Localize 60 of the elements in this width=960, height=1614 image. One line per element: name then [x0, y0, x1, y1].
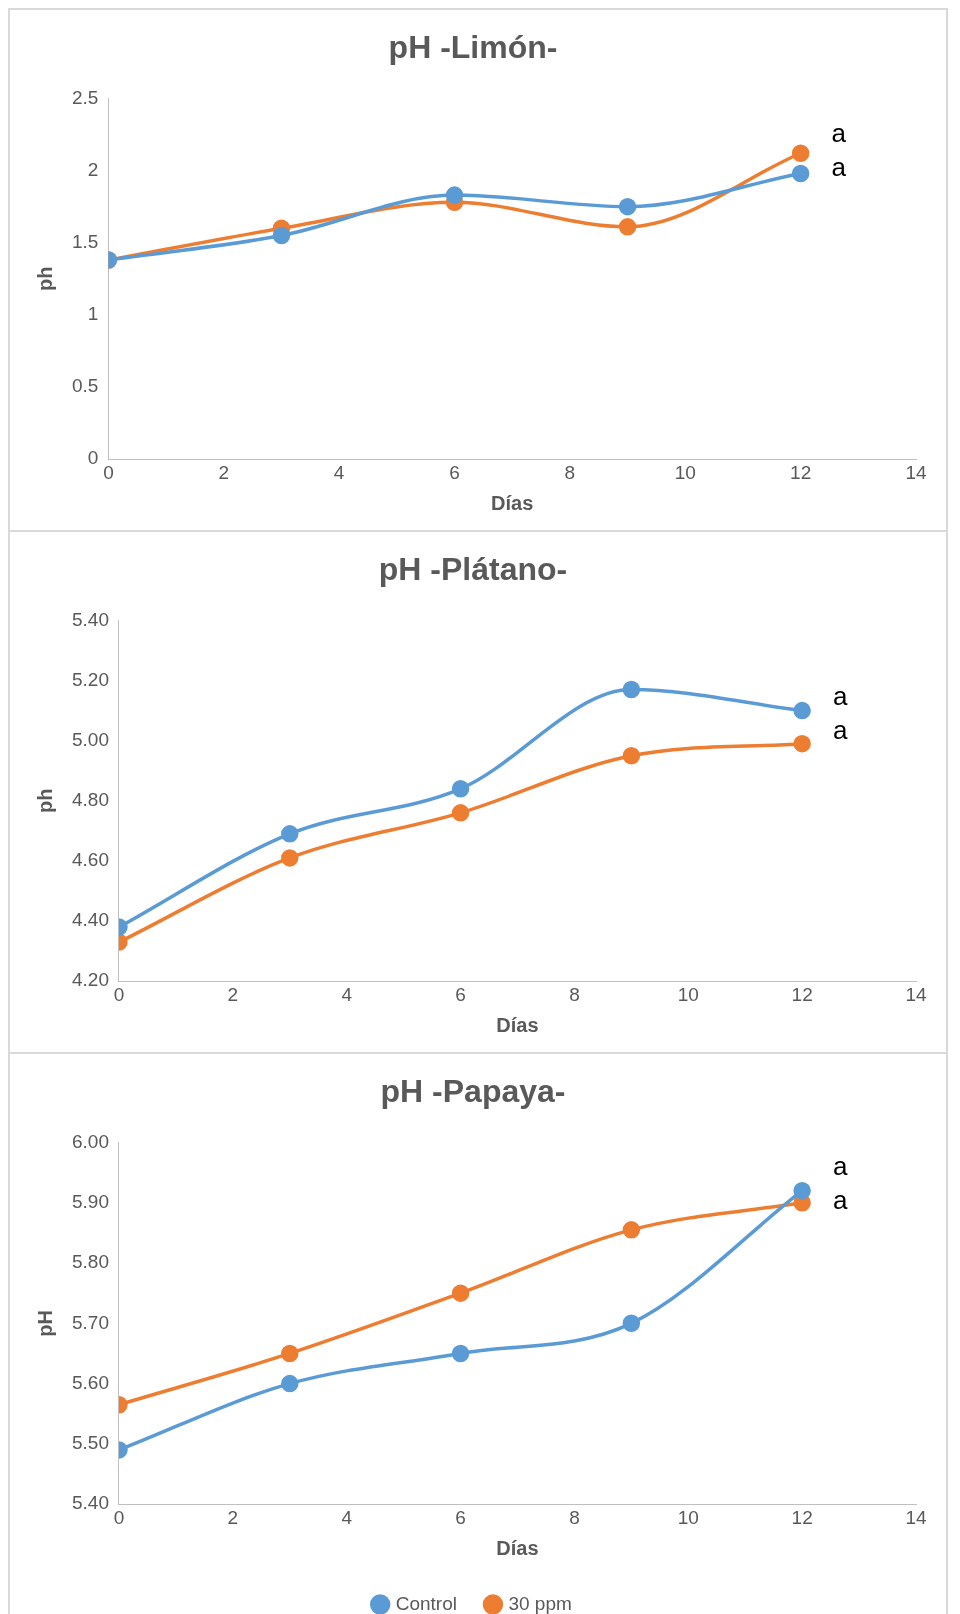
y-tick-label: 6.00: [72, 1130, 109, 1152]
chart-title: pH -Limón-: [388, 29, 558, 66]
chart-title: pH -Papaya-: [380, 1073, 566, 1110]
x-tick-label: 8: [569, 983, 580, 1005]
data-label: a: [832, 1150, 848, 1181]
y-tick-label: 5.40: [72, 608, 109, 630]
x-tick-label: 2: [227, 983, 239, 1005]
x-tick-label: 6: [455, 983, 466, 1005]
y-axis-title: ph: [33, 788, 56, 814]
y-tick-label: 5.90: [72, 1190, 109, 1212]
y-tick-label: 2.5: [71, 86, 99, 108]
x-axis-title: Días: [496, 1013, 539, 1036]
y-axis-title: pH: [33, 1309, 56, 1337]
y-tick-label: 0: [87, 447, 99, 469]
y-tick-label: 1.5: [71, 230, 99, 252]
x-tick-label: 12: [790, 461, 812, 483]
x-tick-label: 10: [677, 983, 699, 1005]
y-tick-label: 4.20: [72, 969, 109, 991]
y-tick-label: 5.20: [72, 668, 109, 690]
y-tick-label: 5.80: [72, 1251, 109, 1273]
x-tick-label: 14: [905, 1506, 927, 1528]
x-tick-label: 8: [564, 461, 576, 483]
x-tick-label: 6: [449, 461, 460, 483]
data-label: a: [832, 1184, 848, 1215]
y-tick-label: 4.60: [72, 849, 109, 871]
y-tick-label: 5.40: [72, 1492, 109, 1514]
x-tick-label: 12: [791, 983, 813, 1005]
legend-label: Control: [395, 1592, 457, 1614]
y-tick-label: 5.60: [72, 1371, 109, 1393]
data-label: a: [831, 117, 847, 148]
y-tick-label: 5.50: [72, 1432, 109, 1454]
y-axis-title: ph: [33, 266, 56, 292]
x-tick-label: 8: [569, 1506, 580, 1528]
y-tick-label: 5.70: [72, 1311, 109, 1333]
x-tick-label: 6: [455, 1506, 466, 1528]
x-axis-title: Días: [491, 491, 534, 514]
x-axis-title: Días: [496, 1536, 539, 1559]
data-label: a: [832, 715, 848, 746]
x-tick-label: 2: [227, 1506, 239, 1528]
x-tick-label: 2: [218, 461, 230, 483]
x-tick-label: 12: [791, 1506, 813, 1528]
x-tick-label: 14: [905, 461, 927, 483]
legend-label: 30 ppm: [508, 1592, 572, 1614]
x-tick-label: 4: [341, 1506, 353, 1528]
x-tick-label: 10: [677, 1506, 699, 1528]
x-tick-label: 4: [333, 461, 345, 483]
x-tick-label: 4: [341, 983, 353, 1005]
y-tick-label: 5.00: [72, 728, 109, 750]
chart-title: pH -Plátano-: [378, 551, 568, 588]
x-tick-label: 10: [674, 461, 696, 483]
y-tick-label: 4.80: [72, 789, 109, 811]
x-tick-label: 14: [905, 983, 927, 1005]
x-tick-label: 0: [113, 1506, 125, 1528]
data-label: a: [832, 681, 848, 712]
data-label: a: [831, 151, 847, 182]
y-tick-label: 4.40: [72, 909, 109, 931]
x-tick-label: 0: [113, 983, 125, 1005]
y-tick-label: 1: [87, 303, 99, 325]
y-tick-label: 0.5: [71, 375, 99, 397]
y-tick-label: 2: [87, 158, 99, 180]
